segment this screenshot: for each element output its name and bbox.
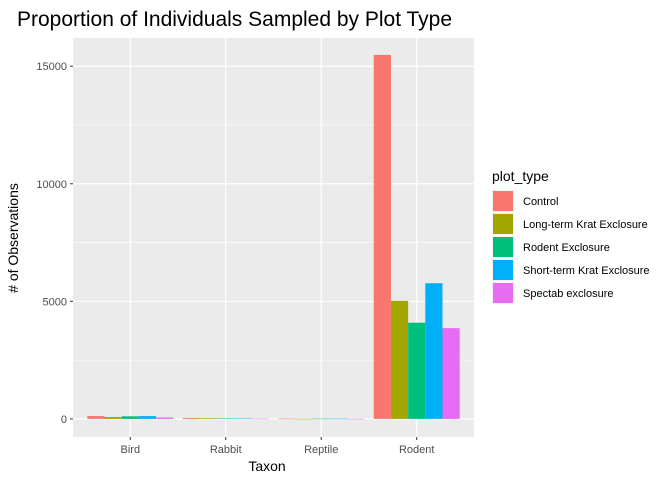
bar-rodent-long-term-krat-exclosure <box>390 300 409 419</box>
legend-items: Control Long-term Krat Exclosure Rodent Ex… <box>492 190 650 304</box>
legend-swatch <box>493 237 513 257</box>
bar-bird-control <box>87 416 105 419</box>
legend: plot_type Control Long-term Krat Exclosur… <box>492 168 650 304</box>
y-tick-label: 15000 <box>36 61 67 73</box>
bar-rabbit-spectab-exclosure <box>251 418 269 420</box>
y-tick-label: 10000 <box>36 179 67 191</box>
x-axis-ticks: Bird Rabbit Reptile Rodent <box>121 437 434 456</box>
bar-rodent-control <box>373 54 391 419</box>
bar-bird-rodent-exclosure <box>121 416 139 419</box>
y-tick-label: 5000 <box>43 296 67 308</box>
bar-rabbit-rodent-exclosure <box>217 418 235 419</box>
bar-rodent-short-term-krat-exclosure <box>425 283 443 419</box>
x-axis-title: Taxon <box>248 458 285 474</box>
y-tick-label: 0 <box>61 414 67 426</box>
legend-title: plot_type <box>492 168 549 184</box>
legend-swatch <box>493 191 513 211</box>
bar-bird-long-term-krat-exclosure <box>104 417 122 419</box>
legend-swatch <box>493 283 513 303</box>
bar-rodent-rodent-exclosure <box>408 322 426 419</box>
bar-reptile-control <box>278 418 296 420</box>
bar-reptile-spectab-exclosure <box>347 418 365 420</box>
x-tick-label: Reptile <box>304 444 338 456</box>
bar-reptile-long-term-krat-exclosure <box>295 418 313 420</box>
chart-title: Proportion of Individuals Sampled by Plo… <box>17 8 452 31</box>
bar-bird-spectab-exclosure <box>156 417 174 419</box>
legend-swatch <box>493 214 513 234</box>
bar-rabbit-control <box>182 417 200 419</box>
x-tick-label: Bird <box>121 444 141 456</box>
legend-label: Rodent Exclosure <box>523 242 610 254</box>
legend-label: Long-term Krat Exclosure <box>523 219 648 231</box>
x-tick-label: Rodent <box>399 444 434 456</box>
bar-bird-short-term-krat-exclosure <box>138 416 157 419</box>
y-axis-ticks: 0 5000 10000 15000 <box>36 61 73 426</box>
bar-rodent-spectab-exclosure <box>442 328 460 419</box>
bar-reptile-rodent-exclosure <box>312 418 330 420</box>
x-tick-label: Rabbit <box>210 444 242 456</box>
bar-rabbit-short-term-krat-exclosure <box>234 418 252 420</box>
legend-label: Control <box>523 196 558 208</box>
bar-rabbit-long-term-krat-exclosure <box>199 418 218 419</box>
legend-label: Spectab exclosure <box>523 288 614 300</box>
bars <box>87 54 460 420</box>
legend-swatch <box>493 260 513 280</box>
y-axis-title: # of Observations <box>5 183 21 293</box>
legend-label: Short-term Krat Exclosure <box>523 265 650 277</box>
bar-reptile-short-term-krat-exclosure <box>329 418 348 420</box>
